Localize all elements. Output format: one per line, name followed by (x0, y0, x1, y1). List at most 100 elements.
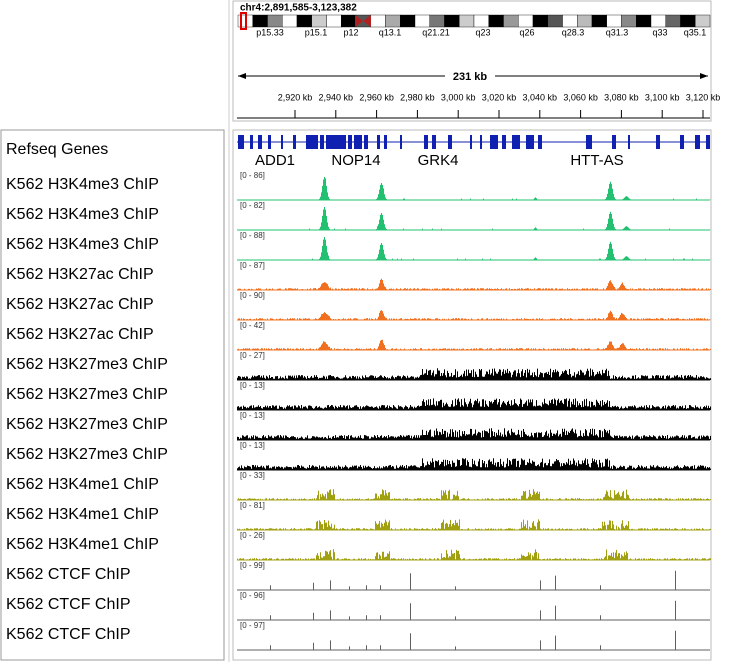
exon (354, 135, 362, 149)
exon (680, 135, 684, 149)
cytoband-label: p12 (343, 27, 358, 37)
exon (490, 135, 498, 149)
exon (432, 135, 436, 149)
cytoband (282, 14, 298, 28)
track-range: [0 - 88] (240, 231, 265, 240)
exon (326, 135, 346, 149)
track-range: [0 - 99] (240, 561, 265, 570)
track-range: [0 - 13] (240, 381, 265, 390)
track-range: [0 - 90] (240, 291, 265, 300)
header-panel (232, 0, 712, 122)
track-name: K562 H3K4me3 ChIP (6, 206, 159, 223)
signal (237, 489, 711, 500)
cytoband (267, 14, 283, 28)
cytoband-label: q13.1 (379, 27, 402, 37)
signal (237, 177, 711, 200)
cytoband (488, 14, 504, 28)
ruler-label: 3,060 kb (563, 92, 598, 102)
ruler-label: 3,080 kb (604, 92, 639, 102)
gene-label: NOP14 (331, 152, 380, 169)
track-range: [0 - 42] (240, 321, 265, 330)
cytoband (606, 14, 622, 28)
track-name: K562 H3K4me1 ChIP (6, 476, 159, 493)
cytoband (665, 14, 681, 28)
track-name: K562 H3K27me3 ChIP (6, 386, 168, 403)
exon (586, 135, 592, 149)
track-name: Refseq Genes (6, 141, 108, 158)
cytoband (400, 14, 416, 28)
exon (377, 135, 380, 149)
cytoband (695, 14, 711, 28)
signal (237, 458, 711, 470)
cytoband (444, 14, 460, 28)
exon (250, 135, 253, 149)
track-name: K562 CTCF ChIP (6, 626, 130, 643)
exon (424, 135, 428, 149)
exon (364, 135, 368, 149)
cytoband (414, 14, 430, 28)
cytoband-label: q21.21 (422, 27, 450, 37)
track-name: K562 CTCF ChIP (6, 566, 130, 583)
track-range: [0 - 97] (240, 621, 265, 630)
cytoband (518, 14, 534, 28)
ruler-label: 3,040 kb (523, 92, 558, 102)
signal (237, 368, 711, 380)
exon (400, 135, 402, 149)
track-range: [0 - 86] (240, 171, 265, 180)
cytoband (591, 14, 607, 28)
cytoband-label: q28.3 (562, 27, 585, 37)
signal (237, 398, 711, 410)
cytoband (547, 14, 563, 28)
signal (237, 570, 711, 590)
exon (656, 135, 660, 149)
cytoband (650, 14, 666, 28)
track-name: K562 H3K27ac ChIP (6, 296, 154, 313)
track-range: [0 - 27] (240, 351, 265, 360)
span-bg (445, 69, 495, 83)
exon (502, 135, 506, 149)
exon (470, 135, 472, 149)
cytoband (311, 14, 327, 28)
exon (448, 135, 452, 149)
track-range: [0 - 81] (240, 501, 265, 510)
cytoband (370, 14, 386, 28)
track-name: K562 H3K27ac ChIP (6, 326, 154, 343)
cytoband (503, 14, 519, 28)
track-range: [0 - 33] (240, 471, 265, 480)
cytoband (252, 14, 268, 28)
track-range: [0 - 26] (240, 531, 265, 540)
signal (237, 630, 711, 650)
track-name: K562 H3K4me3 ChIP (6, 236, 159, 253)
ruler-label: 2,960 kb (359, 92, 394, 102)
cytoband (429, 14, 445, 28)
ruler-label: 3,100 kb (645, 92, 680, 102)
exon (512, 135, 520, 149)
exon (538, 135, 542, 149)
cytoband-label: q26 (519, 27, 534, 37)
cytoband (532, 14, 548, 28)
cytoband-label: q33 (652, 27, 667, 37)
track-name: K562 H3K27me3 ChIP (6, 446, 168, 463)
cytoband (562, 14, 578, 28)
signal (237, 237, 711, 260)
exon (384, 135, 387, 149)
cytoband (577, 14, 593, 28)
signal (237, 519, 711, 530)
cytoband-label: p15.1 (305, 27, 328, 37)
ruler-label: 2,980 kb (400, 92, 435, 102)
cytoband (341, 14, 357, 28)
signal (237, 278, 711, 290)
data-panel (232, 129, 712, 661)
exon (612, 135, 616, 149)
track-range: [0 - 82] (240, 201, 265, 210)
ruler-label: 3,000 kb (441, 92, 476, 102)
cytoband-label: q31.3 (606, 27, 629, 37)
locus-marker (240, 12, 247, 30)
track-name: K562 H3K27ac ChIP (6, 266, 154, 283)
signal (237, 339, 711, 350)
track-range: [0 - 87] (240, 261, 265, 270)
track-name: K562 H3K4me1 ChIP (6, 506, 159, 523)
ruler-label: 2,940 kb (319, 92, 354, 102)
